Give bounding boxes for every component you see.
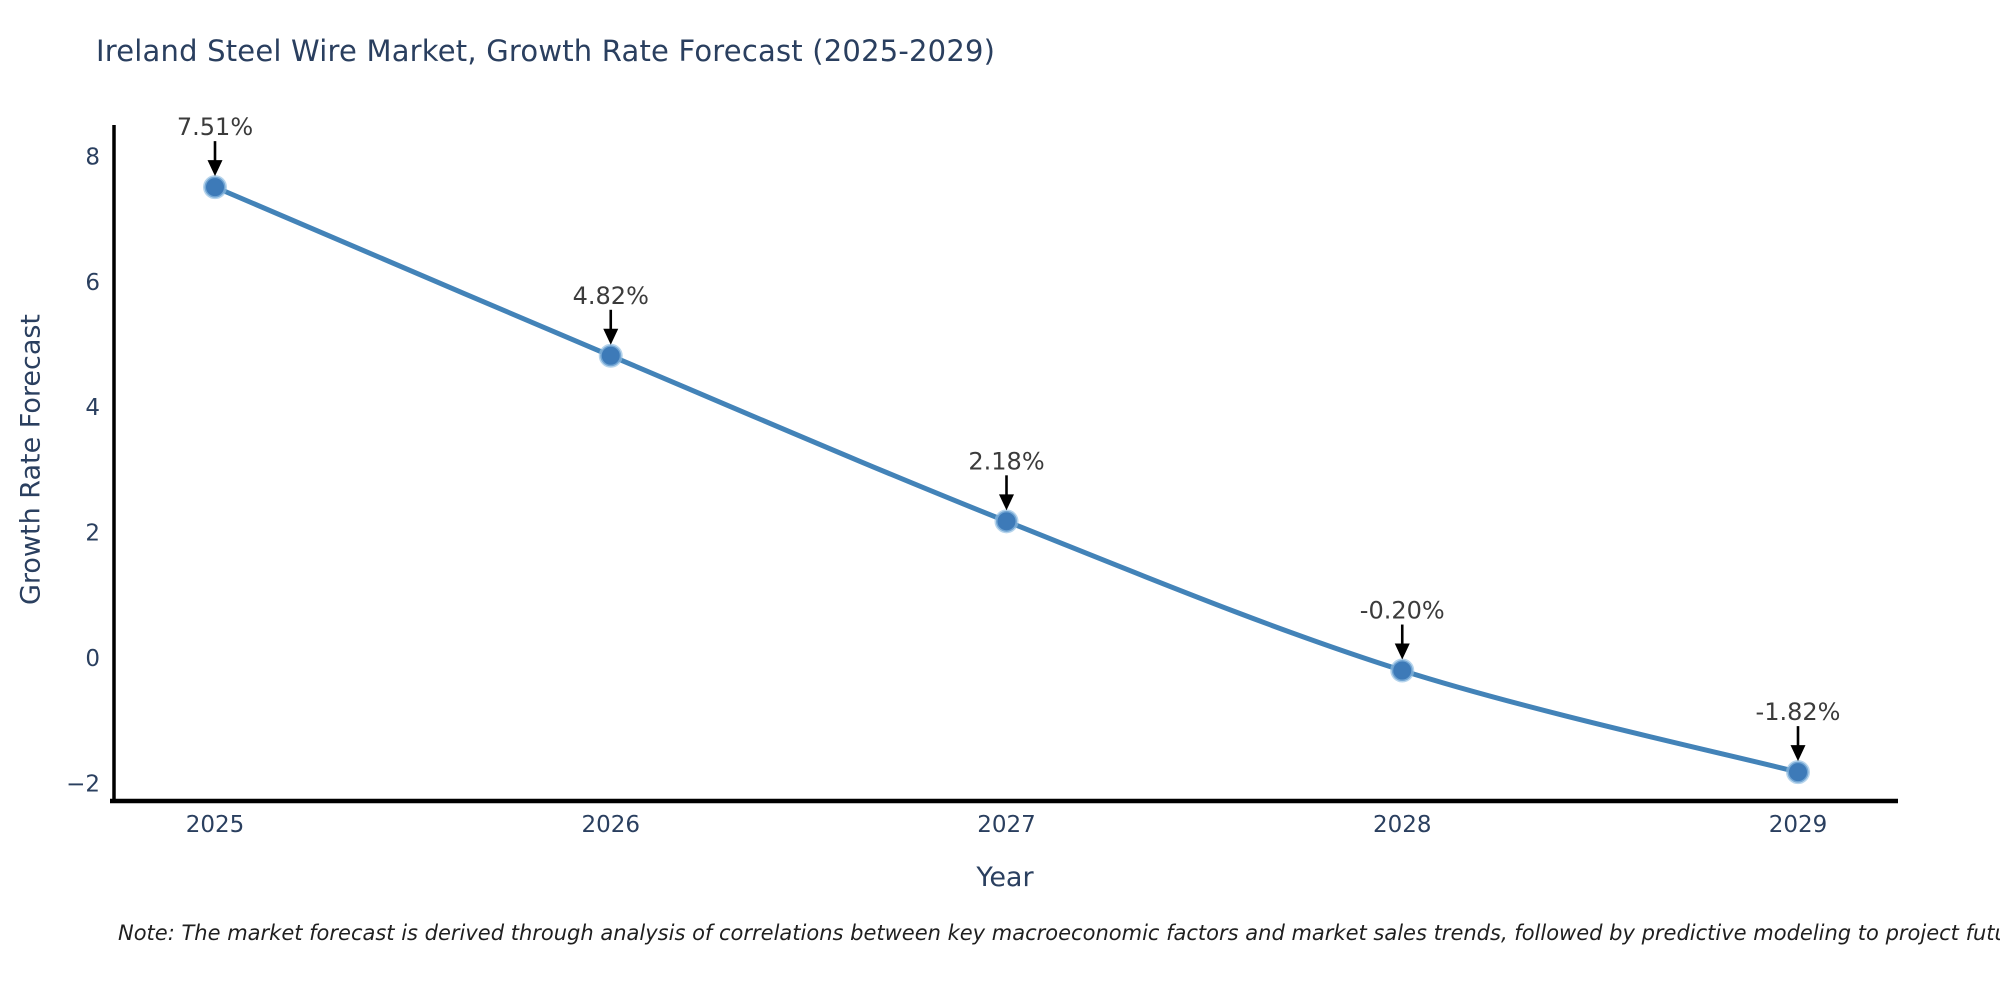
y-tick-label: 6 [85,270,100,296]
x-tick-label: 2029 [1769,812,1828,838]
data-point-label: 2.18% [968,447,1044,475]
chart-title: Ireland Steel Wire Market, Growth Rate F… [96,34,996,68]
data-point-marker [1786,760,1810,785]
data-point-label: 4.82% [573,282,649,310]
annotation-arrowhead-icon [207,160,223,177]
data-point-marker [203,175,227,200]
y-tick-label: 2 [85,521,100,547]
data-point-label: -0.20% [1360,597,1445,625]
annotation-arrowhead-icon [999,494,1014,511]
footnote-text: Note: The market forecast is derived thr… [118,921,2000,945]
annotation-arrowhead-icon [1394,643,1410,660]
x-tick-label: 2026 [581,812,640,838]
data-point-marker [598,343,623,368]
y-tick-label: −2 [66,771,100,797]
data-point-marker [1390,658,1415,683]
x-tick-label: 2025 [186,812,245,838]
x-tick-label: 2028 [1373,812,1432,838]
x-axis-title: Year [976,862,1034,893]
annotation-arrowhead-icon [1790,745,1806,762]
data-point-marker [994,509,1019,534]
data-point-label: 7.51% [177,113,253,141]
x-tick-label: 2027 [977,812,1036,838]
y-tick-label: 8 [85,144,100,170]
data-point-label: -1.82% [1756,698,1841,726]
y-tick-label: 4 [85,395,100,421]
annotation-arrowhead-icon [603,328,619,345]
y-tick-label: 0 [85,646,100,672]
